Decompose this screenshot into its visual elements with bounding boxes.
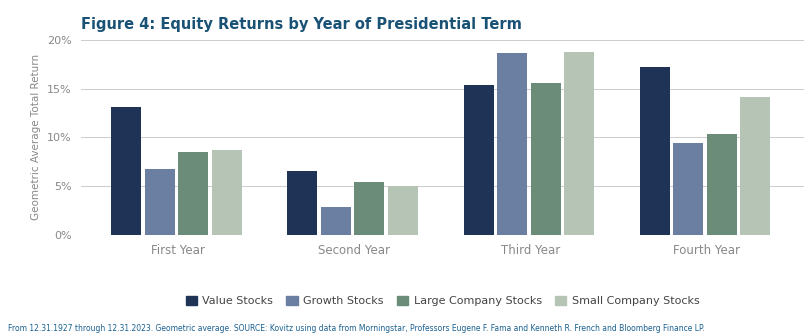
- Bar: [639, 67, 669, 234]
- Bar: [530, 83, 560, 234]
- Y-axis label: Geometric Average Total Return: Geometric Average Total Return: [31, 54, 41, 220]
- Bar: [354, 182, 384, 234]
- Text: From 12.31.1927 through 12.31.2023. Geometric average. SOURCE: Kovitz using data: From 12.31.1927 through 12.31.2023. Geom…: [8, 324, 704, 333]
- Bar: [212, 150, 242, 234]
- Legend: Value Stocks, Growth Stocks, Large Company Stocks, Small Company Stocks: Value Stocks, Growth Stocks, Large Compa…: [181, 291, 703, 311]
- Bar: [320, 207, 350, 234]
- Bar: [564, 52, 594, 234]
- Bar: [388, 186, 418, 234]
- Bar: [740, 96, 770, 234]
- Text: Figure 4: Equity Returns by Year of Presidential Term: Figure 4: Equity Returns by Year of Pres…: [81, 17, 521, 32]
- Bar: [111, 107, 141, 234]
- Bar: [178, 152, 208, 234]
- Bar: [706, 134, 736, 234]
- Bar: [496, 53, 526, 234]
- Bar: [463, 85, 493, 234]
- Bar: [144, 170, 174, 234]
- Bar: [287, 172, 317, 234]
- Bar: [672, 143, 702, 234]
